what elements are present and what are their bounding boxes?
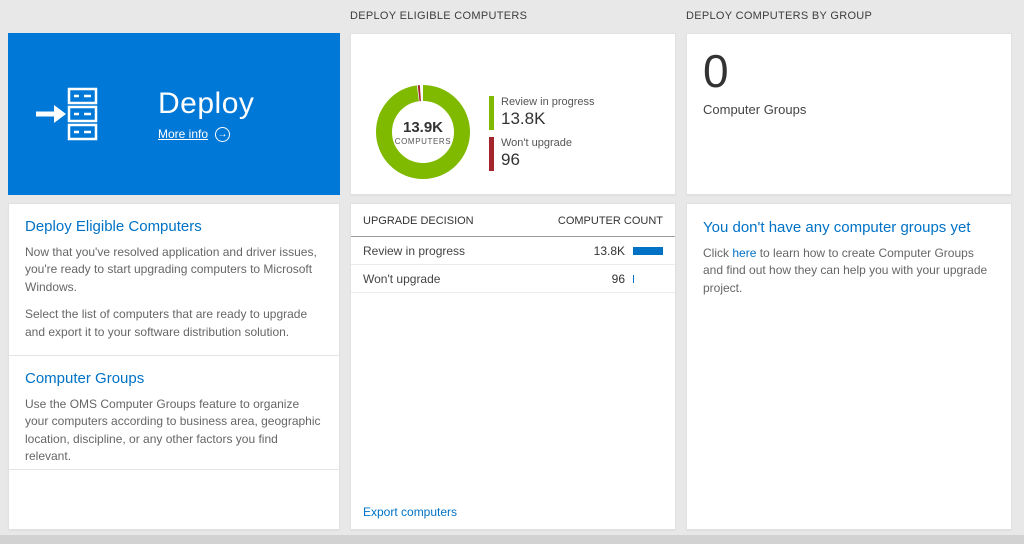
- more-info-link[interactable]: More info: [158, 127, 209, 141]
- deploy-info-card: Deploy Eligible Computers Now that you'v…: [8, 203, 340, 530]
- deploy-eligible-section: Deploy Eligible Computers Now that you'v…: [9, 204, 339, 356]
- row-bar: [633, 274, 634, 283]
- no-groups-text-before: Click: [703, 246, 733, 260]
- no-groups-heading: You don't have any computer groups yet: [703, 219, 971, 236]
- row-label: Review in progress: [363, 243, 466, 258]
- upgrade-decision-table-card: UPGRADE DECISION COMPUTER COUNT Review i…: [350, 203, 676, 530]
- computer-groups-paragraph: Use the OMS Computer Groups feature to o…: [25, 397, 321, 464]
- legend-value: 96: [501, 150, 520, 170]
- legend-item-wont-upgrade: Won't upgrade 96: [489, 137, 595, 171]
- deploy-icon: [34, 84, 100, 144]
- no-groups-card: You don't have any computer groups yet C…: [686, 203, 1012, 530]
- computer-groups-count-card[interactable]: 0 Computer Groups: [686, 33, 1012, 195]
- donut-green-arc: [376, 85, 470, 179]
- export-computers-link[interactable]: Export computers: [363, 505, 458, 519]
- legend-item-review-in-progress: Review in progress 13.8K: [489, 96, 595, 130]
- legend-value: 13.8K: [501, 109, 546, 129]
- legend-label: Won't upgrade: [501, 137, 573, 149]
- column-computer-count: COMPUTER COUNT: [557, 215, 663, 227]
- no-groups-text: Click here to learn how to create Comput…: [703, 245, 995, 297]
- horizontal-scrollbar[interactable]: [0, 535, 1024, 544]
- no-groups-text-after: to learn how to create Computer Groups a…: [703, 246, 988, 295]
- column-upgrade-decision: UPGRADE DECISION: [363, 215, 474, 227]
- eligible-computers-chart-card: 13.9K COMPUTERS Review in progress 13.8K…: [350, 33, 676, 195]
- donut-chart[interactable]: 13.9K COMPUTERS: [371, 80, 475, 184]
- deploy-tile[interactable]: Deploy More info →: [8, 33, 340, 195]
- row-value: 96: [611, 271, 625, 286]
- computer-groups-section: Computer Groups Use the OMS Computer Gro…: [9, 356, 339, 470]
- table-header: UPGRADE DECISION COMPUTER COUNT: [351, 204, 675, 237]
- row-label: Won't upgrade: [363, 271, 441, 286]
- table-row[interactable]: Review in progress 13.8K: [351, 237, 675, 265]
- here-link[interactable]: here: [732, 246, 757, 260]
- computer-groups-count: 0: [703, 45, 729, 97]
- deploy-eligible-paragraph-2: Select the list of computers that are re…: [25, 307, 308, 339]
- computer-groups-count-label: Computer Groups: [703, 101, 807, 117]
- section-header-deploy-eligible: DEPLOY ELIGIBLE COMPUTERS: [350, 10, 528, 22]
- empty-section: [9, 470, 339, 529]
- row-bar-container: [633, 246, 663, 255]
- row-value: 13.8K: [593, 243, 625, 258]
- legend-swatch-red: [489, 137, 494, 171]
- chart-legend: Review in progress 13.8K Won't upgrade 9…: [489, 96, 595, 178]
- computer-groups-heading: Computer Groups: [25, 370, 145, 387]
- arrow-right-icon[interactable]: →: [215, 126, 231, 142]
- deploy-eligible-heading: Deploy Eligible Computers: [25, 218, 202, 235]
- table-row[interactable]: Won't upgrade 96: [351, 265, 675, 293]
- section-header-deploy-by-group: DEPLOY COMPUTERS BY GROUP: [686, 10, 873, 22]
- row-bar-container: [633, 274, 663, 283]
- legend-label: Review in progress: [501, 96, 595, 108]
- row-bar: [633, 246, 663, 255]
- tile-title: Deploy: [158, 86, 255, 120]
- legend-swatch-green: [489, 96, 494, 130]
- deploy-eligible-paragraph-1: Now that you've resolved application and…: [25, 245, 317, 294]
